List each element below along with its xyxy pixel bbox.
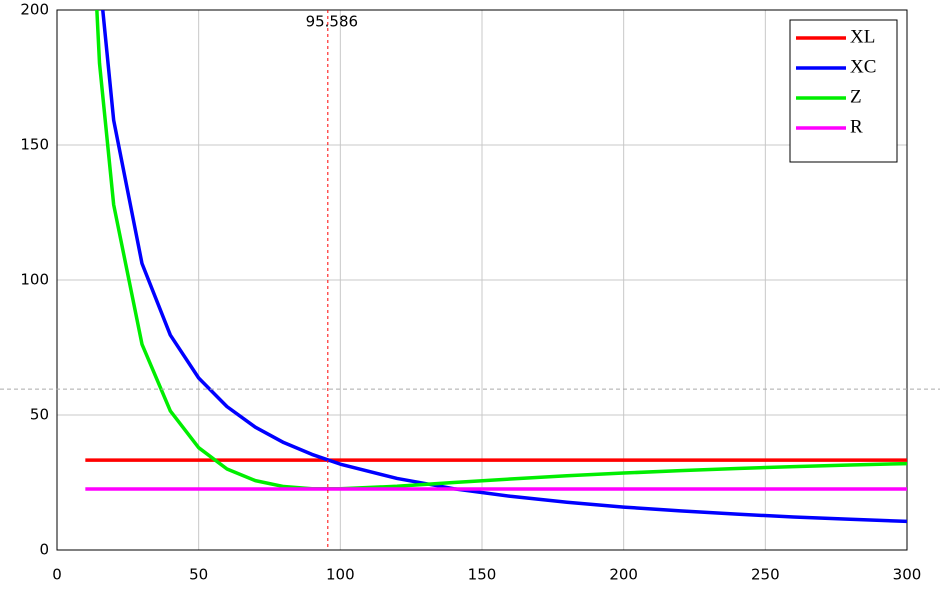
plot-frame — [56, 9, 908, 551]
x-tick-label: 50 — [189, 566, 208, 584]
x-tick-label: 300 — [893, 566, 922, 584]
y-tick-label: 200 — [20, 1, 49, 19]
y-tick-label: 100 — [20, 271, 49, 289]
x-tick-label: 250 — [751, 566, 780, 584]
x-tick-label: 0 — [52, 566, 62, 584]
series-line — [101, 10, 907, 524]
x-tick-label: 150 — [468, 566, 497, 584]
legend-label: R — [850, 116, 863, 137]
x-marker-label: 95.586 — [306, 13, 359, 31]
legend-label: XC — [850, 56, 876, 77]
legend-label: XL — [850, 26, 875, 47]
x-tick-label: 200 — [609, 566, 638, 584]
legend-box — [789, 19, 898, 163]
y-tick-label: 0 — [39, 541, 49, 559]
legend-label: Z — [850, 86, 862, 107]
x-tick-label: 100 — [326, 566, 355, 584]
y-tick-label: 50 — [30, 406, 49, 424]
y-tick-label: 150 — [20, 136, 49, 154]
